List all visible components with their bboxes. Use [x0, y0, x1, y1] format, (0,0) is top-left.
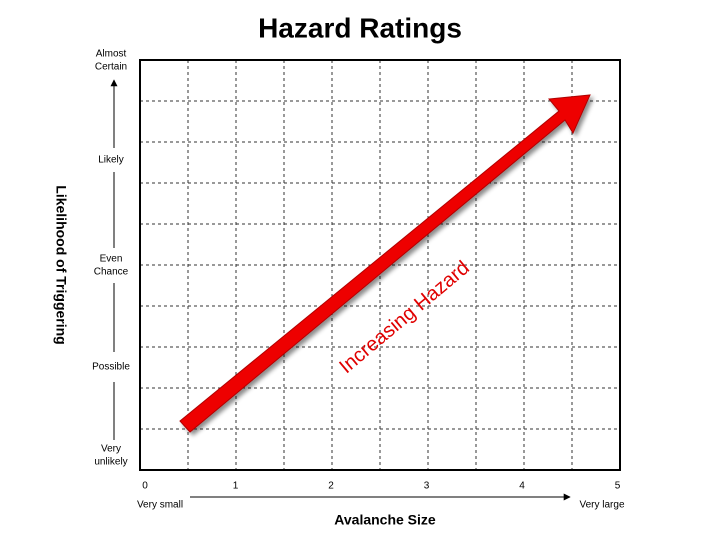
x-tick-label: 3 — [424, 481, 430, 492]
plot-frame — [139, 59, 621, 471]
x-tick-label: 4 — [519, 481, 525, 492]
y-level-label: Likely — [98, 155, 124, 166]
y-level-label: Possible — [92, 362, 130, 373]
x-tick-label: 0 — [142, 481, 148, 492]
title: Hazard Ratings — [258, 12, 462, 43]
y-level-label: Even Chance — [94, 253, 129, 277]
x-end-label: Very large — [579, 500, 624, 511]
x-tick-label: 2 — [328, 481, 334, 492]
x-tick-label: 5 — [615, 481, 621, 492]
y-level-label: Very unlikely — [94, 443, 127, 467]
arrow-shape — [179, 94, 591, 433]
hazard-arrow — [179, 94, 591, 433]
x-tick-label: 1 — [233, 481, 239, 492]
arrow-label: Increasing Hazard — [335, 257, 473, 378]
y-axis-label: Likelihood of Triggering — [53, 185, 69, 344]
y-level-label: Almost Certain — [95, 48, 127, 72]
x-axis-label: Avalanche Size — [334, 512, 436, 528]
x-start-label: Very small — [137, 500, 183, 511]
